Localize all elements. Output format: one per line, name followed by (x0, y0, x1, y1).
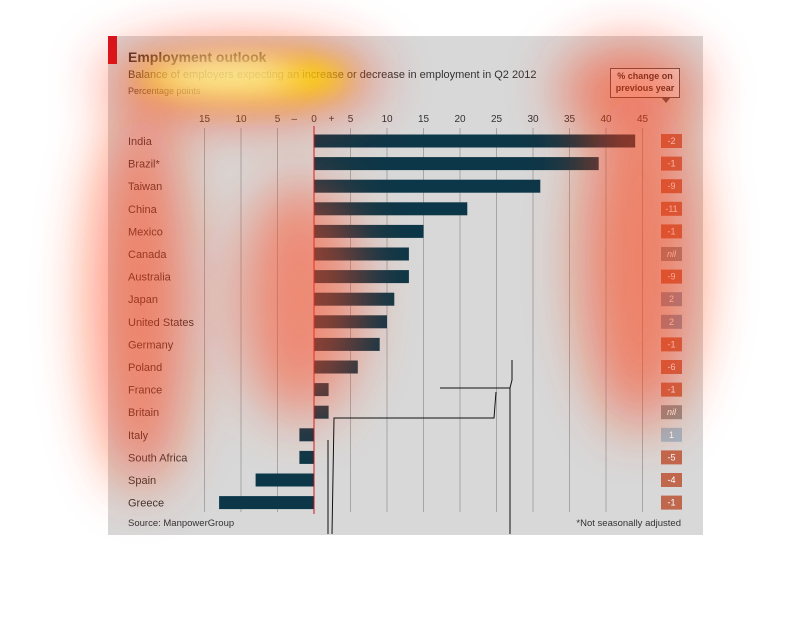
axis-tick-label: 25 (491, 114, 503, 125)
change-value: -1 (667, 159, 675, 169)
bar (314, 179, 541, 193)
country-label: Australia (128, 272, 172, 284)
bar (314, 134, 636, 148)
change-badge (661, 427, 682, 442)
country-label: China (128, 204, 158, 216)
change-value: nil (667, 249, 677, 259)
change-value: -1 (667, 226, 675, 236)
change-badge (661, 495, 682, 510)
axis-tick-label: 0 (311, 114, 317, 125)
country-label: Brazil* (128, 159, 161, 171)
axis-tick-label: 45 (637, 114, 649, 125)
change-value: -1 (667, 498, 675, 508)
change-value: 1 (669, 430, 674, 440)
source-note: Source: ManpowerGroup (128, 518, 235, 529)
country-label: Taiwan (128, 181, 162, 193)
change-value: 2 (669, 317, 674, 327)
change-badge (661, 450, 682, 465)
bar (314, 157, 599, 171)
change-value: -1 (667, 339, 675, 349)
axis-tick-label: 5 (348, 114, 354, 125)
change-value: -9 (667, 181, 675, 191)
country-label: Spain (128, 475, 156, 487)
bar (314, 247, 409, 261)
change-value: -9 (667, 272, 675, 282)
change-value: -5 (667, 452, 675, 462)
country-label: India (128, 136, 153, 148)
bar (255, 473, 314, 487)
axis-tick-label: 10 (381, 114, 393, 125)
axis-tick-label: 15 (199, 114, 211, 125)
country-label: South Africa (128, 452, 188, 464)
bar (314, 360, 358, 374)
bar (314, 405, 329, 419)
change-value: -2 (667, 136, 675, 146)
bar (299, 450, 314, 464)
bar (314, 270, 409, 284)
country-label: Japan (128, 294, 158, 306)
country-label: Canada (128, 249, 167, 261)
axis-tick-label: + (329, 114, 335, 125)
axis-tick-label: 30 (527, 114, 539, 125)
bar (314, 292, 395, 306)
change-value: -11 (665, 204, 677, 214)
axis-tick-label: 5 (275, 114, 281, 125)
bar (314, 202, 468, 216)
bar (314, 315, 387, 329)
change-value: -1 (667, 385, 675, 395)
axis-tick-label: 10 (235, 114, 247, 125)
country-label: Germany (128, 339, 174, 351)
change-value: -6 (667, 362, 675, 372)
footnote: *Not seasonally adjusted (576, 518, 681, 529)
bar (219, 496, 314, 510)
country-label: United States (128, 317, 195, 329)
bar (314, 337, 380, 351)
axis-tick-label: 40 (600, 114, 612, 125)
axis-tick-label: 20 (454, 114, 466, 125)
country-label: Mexico (128, 226, 163, 238)
country-label: Poland (128, 362, 162, 374)
change-value: 2 (669, 294, 674, 304)
axis-tick-label: 35 (564, 114, 576, 125)
change-value: -4 (667, 475, 675, 485)
change-badge (661, 473, 682, 487)
bar (314, 224, 424, 238)
country-label: Greece (128, 498, 164, 510)
country-label: Britain (128, 407, 159, 419)
axis-tick-label: – (292, 114, 298, 125)
bar (314, 383, 329, 397)
country-label: Italy (128, 430, 149, 442)
change-value: nil (667, 407, 677, 417)
country-label: France (128, 385, 162, 397)
axis-tick-label: 15 (418, 114, 430, 125)
bar (299, 428, 314, 442)
